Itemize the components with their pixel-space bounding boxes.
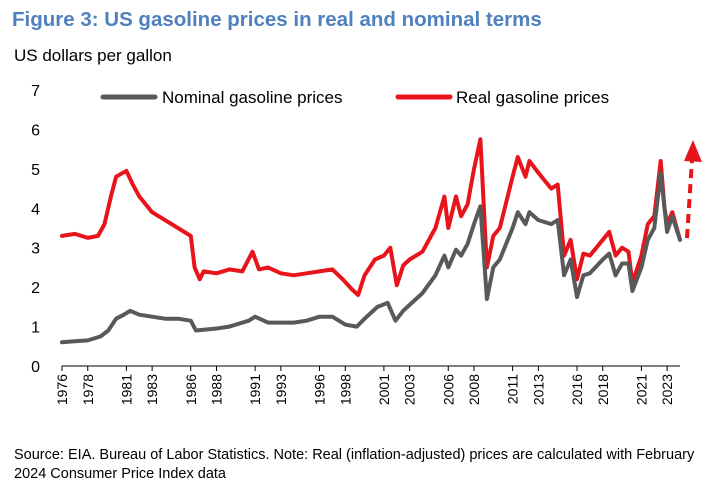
x-tick-label: 2021 xyxy=(633,374,649,405)
up-arrow-annotation xyxy=(684,140,702,239)
x-tick-label: 2003 xyxy=(402,374,418,405)
y-tick-label: 0 xyxy=(31,359,40,376)
legend-label-nominal: Nominal gasoline prices xyxy=(162,88,342,107)
x-tick-label: 2011 xyxy=(505,374,521,404)
x-tick-label: 1981 xyxy=(118,374,134,405)
x-tick-label: 1983 xyxy=(144,374,160,405)
x-tick-label: 1976 xyxy=(54,374,70,405)
arrow-head xyxy=(684,140,702,162)
y-tick-label: 2 xyxy=(31,280,40,297)
y-tick-label: 6 xyxy=(31,122,40,139)
x-tick-label: 1991 xyxy=(247,374,263,405)
x-tick-label: 1978 xyxy=(80,374,96,405)
source-note: Source: EIA. Bureau of Labor Statistics.… xyxy=(14,447,695,482)
series-layer xyxy=(60,137,682,345)
x-tick-label: 2018 xyxy=(595,374,611,405)
figure-title: Figure 3: US gasoline prices in real and… xyxy=(12,8,542,31)
legend: Nominal gasoline prices Real gasoline pri… xyxy=(100,88,609,107)
x-tick-label: 2006 xyxy=(440,374,456,405)
x-tick-label: 1986 xyxy=(183,374,199,405)
x-tick-label: 2016 xyxy=(569,374,585,405)
nominal-price-line xyxy=(60,170,682,345)
y-tick-label: 3 xyxy=(31,241,40,258)
arrow-shaft xyxy=(685,159,694,239)
x-tick-label: 1993 xyxy=(273,374,289,405)
y-tick-label: 1 xyxy=(31,320,40,337)
y-tick-label: 5 xyxy=(31,162,40,179)
real-price-line xyxy=(60,137,682,297)
x-tick-label: 1996 xyxy=(312,374,328,405)
x-tick-label: 2013 xyxy=(530,374,546,405)
x-tick-label: 1988 xyxy=(209,374,225,405)
x-axis: 1976 1978 1981 1983 1986 1988 1991 1993 1996 1998… xyxy=(54,365,680,405)
y-axis: 0 1 2 3 4 5 6 7 xyxy=(31,83,40,376)
y-axis-units-label: US dollars per gallon xyxy=(14,46,172,65)
x-tick-label: 2023 xyxy=(659,374,675,405)
x-tick-label: 1998 xyxy=(337,374,353,405)
y-tick-label: 7 xyxy=(31,83,40,100)
line-chart: 0 1 2 3 4 5 6 7 1976 1978 1981 1983 1986 1988 1991 199… xyxy=(31,83,702,405)
legend-label-real: Real gasoline prices xyxy=(456,88,609,107)
x-tick-label: 2001 xyxy=(376,374,392,405)
y-tick-label: 4 xyxy=(31,201,40,218)
x-tick-label: 2008 xyxy=(466,374,482,405)
